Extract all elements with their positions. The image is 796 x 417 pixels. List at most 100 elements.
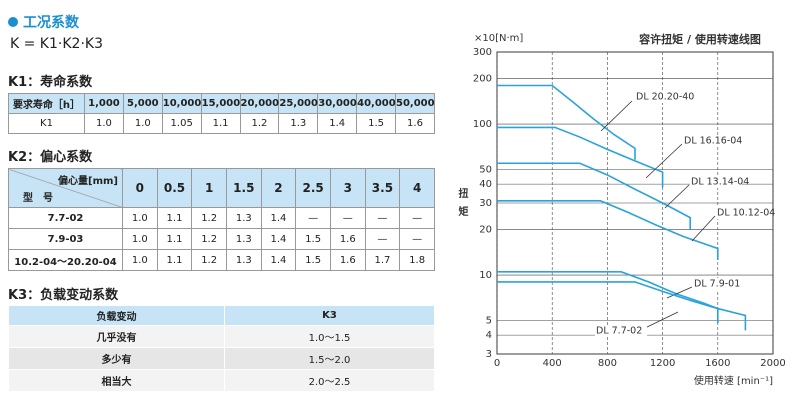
row: 10.2-04～20.20-04 1.0 1.1 1.2 1.3 1.4 1.5 1.6 1.7… bbox=[8, 249, 435, 271]
k3-table: 负载变动 K3 几乎没有 1.0～1.5 多少有 1.5～2.0 相当大 2.0～2.5 bbox=[8, 305, 435, 392]
y-tick-label: 100 bbox=[473, 119, 492, 130]
cell: 1.2 bbox=[191, 207, 227, 229]
cell: 1.3 bbox=[225, 207, 262, 229]
label-bg bbox=[595, 325, 647, 337]
y-axis-label: 扭矩 bbox=[456, 187, 468, 224]
cell: 1.4 bbox=[317, 113, 358, 134]
cell: 1.5～2.0 bbox=[224, 347, 435, 370]
cell: 1.0 bbox=[122, 228, 158, 250]
cell: 多少有 bbox=[8, 347, 225, 370]
cell: 1.7 bbox=[364, 249, 401, 271]
cell: K1 bbox=[8, 113, 85, 134]
x-tick-label: 0 bbox=[494, 358, 500, 369]
cell: 7.7-02 bbox=[8, 207, 123, 229]
cell: — bbox=[295, 207, 331, 229]
series-label: DL 10.12-04 bbox=[717, 208, 775, 219]
cell: 1.2 bbox=[239, 113, 280, 134]
header-cell: 40,000 bbox=[356, 93, 396, 114]
header-cell: 4 bbox=[399, 168, 435, 208]
series-label: DL 7.9-01 bbox=[694, 279, 740, 290]
header-row: 负载变动 K3 bbox=[8, 305, 435, 326]
y-tick-label: 300 bbox=[473, 47, 492, 58]
k3-title: K3：负载变动系数 bbox=[8, 288, 119, 303]
header-cell: K3 bbox=[224, 305, 435, 326]
header-cell: 3 bbox=[329, 168, 366, 208]
formula: K = K1·K2·K3 bbox=[10, 36, 103, 52]
series-label: DL 16.16-04 bbox=[684, 136, 742, 147]
series-line bbox=[497, 126, 664, 188]
cell: 1.2 bbox=[191, 249, 227, 271]
cell: 1.05 bbox=[161, 113, 202, 134]
row: 多少有 1.5～2.0 bbox=[8, 347, 435, 370]
header-cell: 5,000 bbox=[122, 93, 163, 114]
header-cell: 1 bbox=[191, 168, 227, 208]
k1-title: K1：寿命系数 bbox=[8, 75, 93, 90]
cell: 几乎没有 bbox=[8, 325, 225, 348]
leader-line bbox=[664, 184, 690, 209]
y-tick-label: 5 bbox=[486, 316, 492, 327]
corner-cell: 偏心量[mm] 型 号 bbox=[8, 168, 123, 208]
cell: 1.0～1.5 bbox=[224, 325, 435, 348]
cell: — bbox=[399, 207, 435, 229]
title: 工况系数 bbox=[23, 15, 79, 31]
cell: 1.8 bbox=[399, 249, 435, 271]
header-cell: 25,000 bbox=[278, 93, 319, 114]
y-tick-label: 3 bbox=[486, 349, 492, 360]
cell: 1.4 bbox=[260, 249, 297, 271]
header-cell: 20,000 bbox=[239, 93, 280, 114]
row: 7.7-02 1.0 1.1 1.2 1.3 1.4— — — — bbox=[8, 207, 435, 229]
x-tick-label: 400 bbox=[543, 358, 562, 369]
x-tick-label: 1600 bbox=[705, 358, 730, 369]
cell: 1.2 bbox=[191, 228, 227, 250]
cell: 1.0 bbox=[84, 113, 124, 134]
series-label: DL 7.7-02 bbox=[596, 326, 642, 337]
cell: 1.4 bbox=[260, 228, 297, 250]
cell: — bbox=[399, 228, 435, 250]
series-line bbox=[497, 162, 691, 230]
cell: 1.1 bbox=[156, 228, 193, 250]
k2-table: 偏心量[mm] 型 号 0 0.5 1 1.5 2 2.5 3 3.5 4 7.7-02 1.0 1.1 1… bbox=[8, 168, 435, 271]
cell: 1.5 bbox=[295, 228, 331, 250]
cell: 1.1 bbox=[156, 249, 193, 271]
x-tick-label: 800 bbox=[598, 358, 617, 369]
cell: 1.1 bbox=[156, 207, 193, 229]
cell: 1.6 bbox=[329, 249, 366, 271]
cell: 1.5 bbox=[295, 249, 331, 271]
label-bg bbox=[683, 135, 735, 147]
y-tick-label: 20 bbox=[479, 225, 492, 236]
row: K1 1.0 1.0 1.05 1.1 1.2 1.3 1.4 1.5 1.6 bbox=[8, 113, 435, 134]
header-cell: 3.5 bbox=[364, 168, 401, 208]
leader-line bbox=[600, 100, 633, 132]
header-cell: 0 bbox=[122, 168, 158, 208]
cell: 1.5 bbox=[356, 113, 396, 134]
leader-line bbox=[645, 143, 683, 179]
label-bg bbox=[635, 91, 687, 103]
cell: 1.4 bbox=[260, 207, 297, 229]
series-label: DL 20.20-40 bbox=[636, 92, 694, 103]
header-cell: 2 bbox=[260, 168, 297, 208]
series-line bbox=[497, 84, 636, 160]
row: 几乎没有 1.0～1.5 bbox=[8, 325, 435, 348]
y-tick-label: 50 bbox=[479, 165, 492, 176]
corner-bottom: 型 号 bbox=[23, 193, 53, 204]
section-title: 工况系数 bbox=[8, 12, 79, 32]
cell: 1.0 bbox=[122, 249, 158, 271]
header-cell: 1,000 bbox=[84, 93, 124, 114]
x-tick-label: 1200 bbox=[650, 358, 675, 369]
series-line bbox=[497, 200, 719, 260]
k2-title: K2：偏心系数 bbox=[8, 150, 93, 165]
cell: 相当大 bbox=[8, 369, 225, 392]
header-cell: 15,000 bbox=[200, 93, 241, 114]
y-unit: ×10[N·m] bbox=[474, 33, 523, 44]
y-tick-label: 40 bbox=[479, 179, 492, 190]
chart-title: 容许扭矩 / 使用转速线图 bbox=[638, 32, 761, 46]
x-axis-label: 使用转速 [min⁻¹] bbox=[694, 374, 773, 387]
label-bg bbox=[690, 176, 742, 188]
header-cell: 30,000 bbox=[317, 93, 358, 114]
cell: 1.3 bbox=[225, 228, 262, 250]
corner-top: 偏心量[mm] bbox=[58, 176, 118, 187]
leader-line bbox=[666, 286, 693, 299]
cell: 1.3 bbox=[225, 249, 262, 271]
